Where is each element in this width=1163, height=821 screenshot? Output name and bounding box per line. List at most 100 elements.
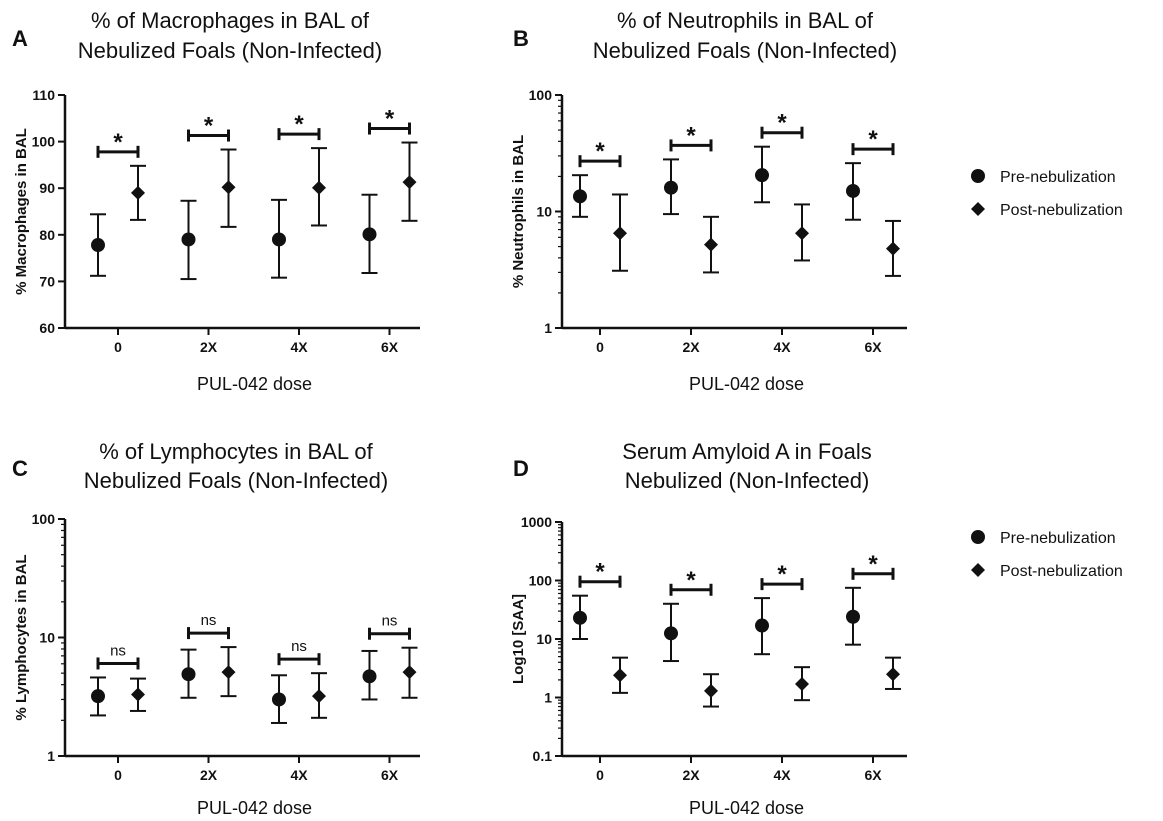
x-tick-label: 0: [114, 339, 122, 355]
post-nebulization-point: [613, 226, 627, 241]
significance-label: *: [294, 111, 304, 138]
pre-nebulization-point: [362, 669, 377, 684]
chart-title-line: % of Neutrophils in BAL of: [617, 8, 874, 33]
post-nebulization-point: [312, 180, 326, 195]
x-tick-label: 2X: [682, 767, 700, 783]
significance-label: ns: [201, 612, 217, 629]
legend-label: Pre-nebulization: [1000, 169, 1116, 186]
post-nebulization-point: [795, 226, 809, 241]
significance-label: *: [204, 113, 214, 140]
post-nebulization-point: [402, 665, 417, 680]
significance-label: *: [595, 138, 605, 165]
x-tick-label: 6X: [864, 339, 882, 355]
pre-nebulization-point: [846, 609, 860, 624]
pre-nebulization-point: [272, 692, 286, 707]
chart-title-line: % of Lymphocytes in BAL of: [99, 439, 373, 464]
significance-label: *: [385, 106, 395, 133]
pre-nebulization-point: [362, 227, 377, 242]
post-nebulization-point: [886, 241, 900, 256]
significance-label: *: [113, 129, 123, 156]
y-tick-label: 100: [529, 87, 553, 103]
y-tick-label: 110: [32, 87, 55, 103]
y-tick-label: 1: [544, 320, 552, 336]
x-tick-label: 6X: [864, 767, 882, 783]
y-tick-label: 10: [536, 204, 552, 220]
significance-label: ns: [291, 638, 307, 655]
x-tick-label: 4X: [773, 339, 791, 355]
post-nebulization-point: [704, 683, 718, 698]
y-tick-label: 90: [39, 180, 55, 196]
chart-title-line: Nebulized Foals (Non-Infected): [593, 38, 897, 63]
x-tick-label: 2X: [200, 339, 218, 355]
x-axis-title: PUL-042 dose: [689, 798, 804, 818]
y-tick-label: 100: [32, 511, 56, 527]
post-nebulization-point: [886, 667, 900, 682]
x-tick-label: 4X: [290, 767, 308, 783]
legend-label: Post-nebulization: [1000, 202, 1123, 219]
pre-nebulization-point: [272, 232, 286, 247]
pre-nebulization-point: [573, 189, 587, 204]
post-nebulization-point: [704, 237, 718, 252]
chart-title-line: Nebulized Foals (Non-Infected): [84, 468, 388, 493]
pre-nebulization-point: [91, 689, 105, 704]
y-tick-label: 0.1: [533, 748, 553, 764]
post-nebulization-point: [221, 665, 236, 680]
y-axis-title: Log10 [SAA]: [510, 594, 527, 684]
x-tick-label: 2X: [200, 767, 218, 783]
significance-label: *: [686, 122, 696, 149]
y-tick-label: 10: [39, 630, 55, 646]
pre-nebulization-point: [846, 183, 860, 198]
x-tick-label: 0: [596, 767, 604, 783]
pre-nebulization-point: [664, 180, 678, 195]
pre-nebulization-point: [573, 610, 587, 625]
post-nebulization-point: [131, 185, 145, 200]
post-nebulization-point: [131, 687, 145, 702]
panel-letter: C: [12, 456, 28, 481]
panel-letter: B: [513, 26, 529, 51]
significance-label: *: [777, 110, 787, 137]
chart-title-line: Nebulized Foals (Non-Infected): [78, 38, 382, 63]
significance-label: ns: [110, 642, 126, 659]
y-tick-label: 100: [32, 134, 56, 150]
significance-label: ns: [382, 613, 398, 630]
panel-c: C % of Lymphocytes in BAL of Nebulized Foa…: [12, 439, 420, 818]
y-tick-label: 60: [39, 320, 55, 336]
pre-nebulization-point: [181, 232, 196, 247]
post-nebulization-point: [795, 677, 809, 692]
chart-title-line: Serum Amyloid A in Foals: [622, 439, 871, 464]
significance-label: *: [868, 551, 878, 578]
legend-diamond-marker: [971, 202, 985, 216]
significance-label: *: [777, 561, 787, 588]
chart-title-line: % of Macrophages in BAL of: [91, 8, 370, 33]
panel-letter: D: [513, 456, 529, 481]
legend: Pre-nebulization Post-nebulization: [971, 169, 1123, 219]
x-axis-title: PUL-042 dose: [689, 374, 804, 394]
x-tick-label: 0: [596, 339, 604, 355]
y-tick-label: 1: [544, 690, 552, 706]
panel-d: D Serum Amyloid A in Foals Nebulized (Non-…: [510, 439, 907, 818]
legend-label: Pre-nebulization: [1000, 530, 1116, 547]
legend-label: Post-nebulization: [1000, 563, 1123, 580]
y-tick-label: 10: [536, 631, 552, 647]
post-nebulization-point: [312, 689, 326, 704]
pre-nebulization-point: [755, 618, 769, 633]
y-tick-label: 70: [39, 273, 55, 289]
x-tick-label: 6X: [381, 339, 399, 355]
x-tick-label: 4X: [290, 339, 308, 355]
y-tick-label: 80: [39, 227, 55, 243]
legend-circle-marker: [971, 530, 985, 544]
pre-nebulization-point: [91, 238, 105, 253]
post-nebulization-point: [613, 668, 627, 683]
post-nebulization-point: [221, 180, 236, 195]
pre-nebulization-point: [181, 667, 196, 682]
legend-circle-marker: [971, 169, 985, 183]
post-nebulization-point: [402, 175, 417, 190]
y-axis-title: % Macrophages in BAL: [13, 128, 30, 295]
y-axis-title: % Neutrophils in BAL: [510, 135, 527, 288]
x-axis-title: PUL-042 dose: [197, 798, 312, 818]
significance-label: *: [686, 567, 696, 594]
x-tick-label: 6X: [381, 767, 399, 783]
x-axis-title: PUL-042 dose: [197, 374, 312, 394]
legend: Pre-nebulization Post-nebulization: [971, 530, 1123, 580]
